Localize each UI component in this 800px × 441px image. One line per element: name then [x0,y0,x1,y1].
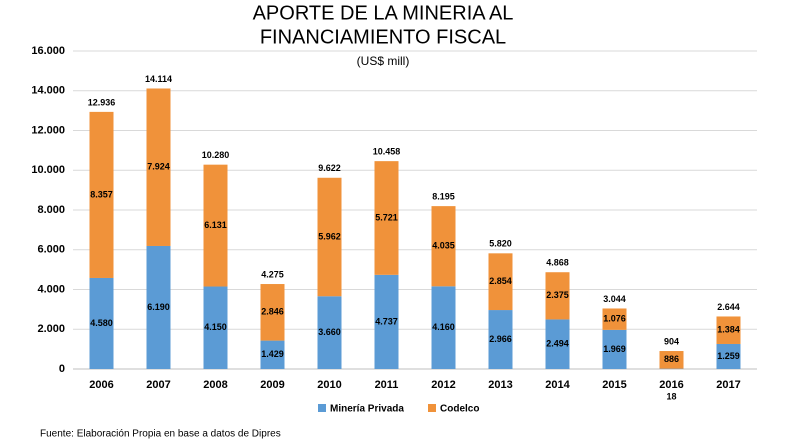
total-label: 2.644 [717,302,740,312]
x-tick-label: 2009 [260,379,284,391]
chart-title: FINANCIAMIENTO FISCAL [260,26,506,48]
y-tick-label: 6.000 [37,244,65,256]
value-label: 18 [666,391,676,401]
bar-segment [374,161,399,275]
y-tick-label: 16.000 [31,45,65,57]
bar-segment [260,340,285,369]
value-label: 4.150 [204,322,227,332]
value-label: 6.190 [147,302,170,312]
total-label: 8.195 [432,191,455,201]
bar-segment [146,88,171,246]
bar-segment [317,177,342,297]
y-tick-label: 12.000 [31,124,65,136]
bar-segment [374,274,399,369]
legend-swatch [428,404,436,412]
legend-label: Codelco [440,404,479,415]
bar-segment [431,206,456,287]
y-tick-label: 0 [59,363,65,375]
x-tick-label: 2012 [431,379,455,391]
value-label: 2.375 [546,290,569,300]
total-label: 4.275 [261,269,284,279]
chart-subtitle: (US$ mill) [357,54,410,68]
bar-segment [89,277,114,369]
y-tick-label: 14.000 [31,85,65,97]
x-tick-label: 2013 [488,379,512,391]
value-label: 4.580 [90,318,113,328]
x-tick-label: 2007 [146,379,170,391]
value-label: 2.854 [489,276,512,286]
y-tick-label: 10.000 [31,164,65,176]
x-tick-label: 2015 [602,379,626,391]
total-label: 9.622 [318,163,341,173]
y-tick-label: 8.000 [37,204,65,216]
bar-segment [89,111,114,278]
value-label: 7.924 [147,162,170,172]
bar-segment [716,316,741,344]
chart-title: APORTE DE LA MINERIA AL [253,2,514,24]
bar-segment [602,308,627,330]
bar-segment [146,245,171,369]
total-label: 904 [664,336,679,346]
x-tick-label: 2006 [89,379,113,391]
value-label: 3.660 [318,327,341,337]
value-label: 4.737 [375,316,398,326]
value-label: 5.962 [318,231,341,241]
y-tick-label: 2.000 [37,323,65,335]
bar-segment [317,296,342,369]
value-label: 4.035 [432,241,455,251]
x-tick-label: 2010 [317,379,341,391]
value-label: 2.846 [261,307,284,317]
x-tick-label: 2011 [375,379,399,391]
bar-segment [545,272,570,320]
value-label: 4.160 [432,322,455,332]
bar-segment [545,319,570,369]
value-label: 2.966 [489,334,512,344]
bar-segment [260,284,285,341]
x-tick-label: 2016 [659,379,683,391]
bar-segment [488,253,513,311]
x-tick-label: 2017 [716,379,740,391]
x-tick-label: 2008 [203,379,227,391]
total-label: 10.458 [373,147,401,157]
legend-swatch [318,404,326,412]
total-label: 4.868 [546,258,569,268]
total-label: 5.820 [489,239,512,249]
value-label: 6.131 [204,220,227,230]
value-label: 1.259 [717,351,740,361]
bar-segment [431,286,456,369]
total-label: 12.936 [88,97,116,107]
value-label: 5.721 [375,212,398,222]
value-label: 8.357 [90,189,113,199]
y-tick-label: 4.000 [37,283,65,295]
value-label: 1.969 [603,344,626,354]
bar-segment [488,310,513,369]
value-label: 886 [664,354,679,364]
value-label: 1.076 [603,314,626,324]
bar-segment [203,164,228,287]
value-label: 1.384 [717,325,740,335]
x-tick-label: 2014 [545,379,570,391]
total-label: 3.044 [603,294,626,304]
source-note: Fuente: Elaboración Propia en base a dat… [40,429,281,440]
bar-segment [602,329,627,369]
bar-segment [716,343,741,369]
bar-segment [659,351,684,369]
value-label: 2.494 [546,339,569,349]
value-label: 1.429 [261,349,284,359]
total-label: 10.280 [202,150,230,160]
bar-segment [203,286,228,369]
legend-label: Minería Privada [330,404,404,415]
total-label: 14.114 [145,74,172,84]
